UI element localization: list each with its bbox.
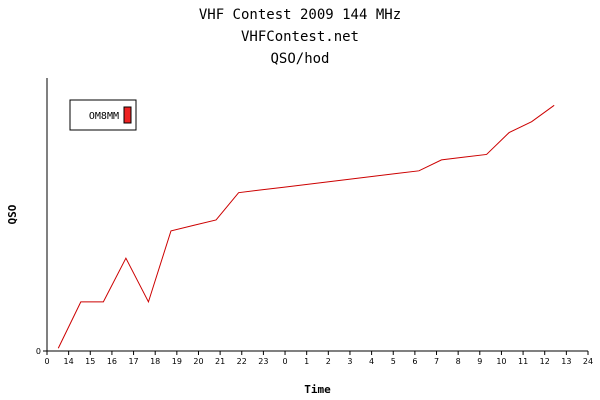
x-tick-label: 4	[369, 357, 374, 366]
x-tick-label: 24	[583, 357, 593, 366]
series-line	[57, 104, 555, 349]
legend: OM8MM	[69, 99, 137, 131]
legend-label: OM8MM	[89, 111, 119, 122]
x-tick-label: 6	[412, 357, 417, 366]
x-tick-label: 21	[215, 357, 225, 366]
x-tick-label: 18	[150, 357, 160, 366]
x-tick-label: 20	[193, 357, 203, 366]
x-tick-label: 19	[172, 357, 182, 366]
x-tick-label: 8	[456, 357, 461, 366]
chart-title: VHF Contest 2009 144 MHz	[198, 7, 402, 23]
legend-swatch	[123, 106, 132, 124]
x-tick-label: 3	[347, 357, 352, 366]
x-tick-label: 0	[44, 357, 49, 366]
x-tick-label: 7	[434, 357, 439, 366]
x-tick-label: 10	[496, 357, 506, 366]
x-tick-label: 9	[477, 357, 482, 366]
plot-area	[46, 78, 588, 352]
x-tick-label: 22	[237, 357, 247, 366]
x-tick-label: 23	[258, 357, 268, 366]
x-tick-label: 11	[518, 357, 528, 366]
x-tick-label: 12	[540, 357, 550, 366]
x-tick-label: 15	[85, 357, 95, 366]
x-tick-label: 14	[64, 357, 74, 366]
x-tick-label: 0	[282, 357, 287, 366]
y-tick-label: 0	[36, 347, 41, 356]
y-axis-ticks: 0	[36, 347, 47, 356]
x-axis-ticks: 0 14 15 16 17 18 19 20 21 22 23 0 1 2 3 4 5 6 7 8 9 10 11 12 13 2…	[44, 351, 593, 366]
x-tick-label: 5	[391, 357, 396, 366]
chart-subtitle: VHFContest.net	[240, 29, 359, 45]
x-tick-label: 17	[128, 357, 138, 366]
chart-subtitle-units: QSO/hod	[270, 51, 330, 67]
series-layer	[57, 104, 555, 349]
x-tick-label: 16	[107, 357, 117, 366]
x-tick-label: 2	[326, 357, 331, 366]
x-tick-label: 1	[304, 357, 309, 366]
x-tick-label: 13	[561, 357, 571, 366]
x-axis-label: Time	[304, 383, 331, 396]
y-axis-label: QSO	[6, 204, 19, 224]
